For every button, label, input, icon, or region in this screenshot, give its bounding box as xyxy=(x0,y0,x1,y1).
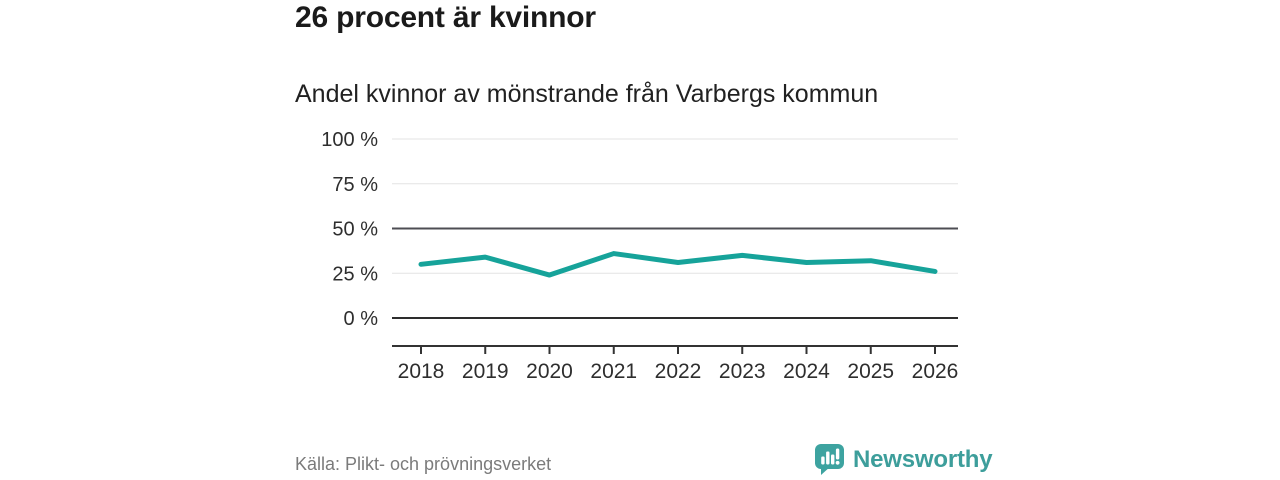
x-axis-tick-label: 2021 xyxy=(590,360,637,383)
x-axis-tick-label: 2020 xyxy=(526,360,573,383)
y-axis-tick-label: 100 % xyxy=(321,129,378,151)
data-line-share-of-women xyxy=(418,251,938,278)
y-axis-tick-label: 75 % xyxy=(332,174,378,196)
y-axis-tick-label: 0 % xyxy=(344,308,379,330)
chart-subtitle: Andel kvinnor av mönstrande från Varberg… xyxy=(295,80,879,108)
x-axis-tick-label: 2019 xyxy=(462,360,509,383)
x-axis-tick-label: 2025 xyxy=(847,360,894,383)
line-chart: 100 % 75 % 50 % 25 % 0 % 2018 2019 2020 2021 2022… xyxy=(321,129,959,383)
source-note: Källa: Plikt- och prövningsverket xyxy=(295,454,552,474)
bar-3 xyxy=(831,454,835,465)
chart-title: 26 procent är kvinnor xyxy=(295,1,596,34)
x-axis-tick-label: 2022 xyxy=(655,360,702,383)
y-axis-tick-label: 50 % xyxy=(332,219,378,241)
x-axis-tick-label: 2018 xyxy=(398,360,445,383)
brand-wordmark: Newsworthy xyxy=(853,445,993,473)
bar-chart-speech-bubble-icon xyxy=(815,444,844,475)
y-axis-tick-label: 25 % xyxy=(332,263,378,285)
x-axis-tick-label: 2023 xyxy=(719,360,766,383)
brand-logo: Newsworthy xyxy=(814,443,993,476)
bar-2 xyxy=(826,451,830,465)
x-axis-tick-label: 2024 xyxy=(783,360,830,383)
exclamation-stem xyxy=(835,448,840,460)
x-axis-tick-label: 2026 xyxy=(912,360,959,383)
exclamation-dot xyxy=(835,460,840,465)
bar-1 xyxy=(821,456,825,465)
